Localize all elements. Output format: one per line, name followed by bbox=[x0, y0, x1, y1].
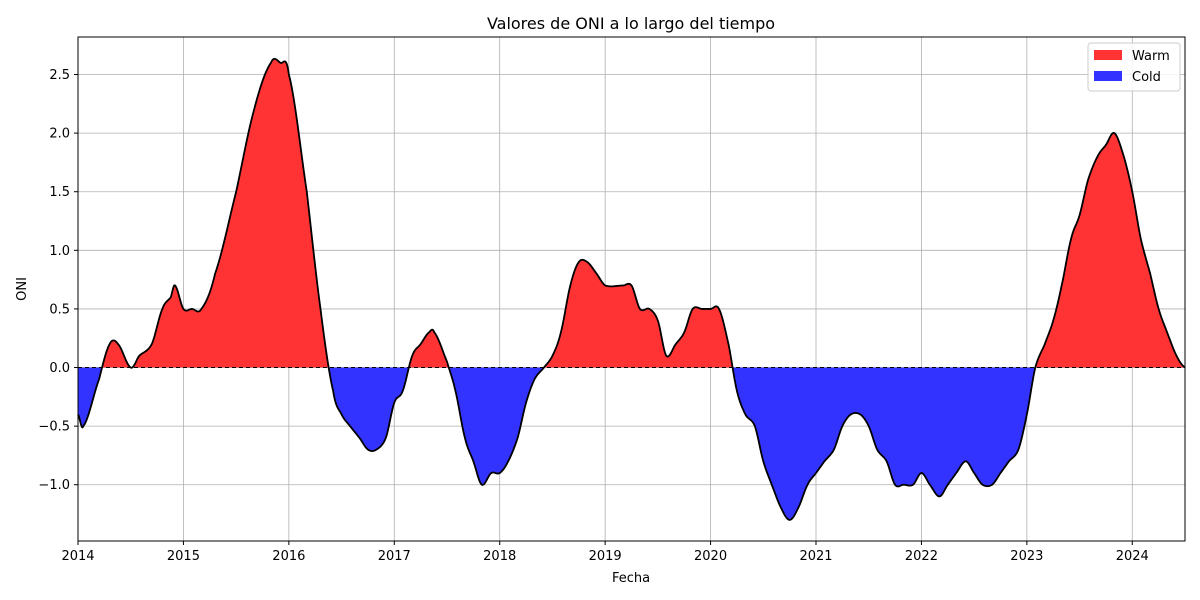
legend-swatch-warm bbox=[1094, 50, 1122, 60]
y-tick-label: 0.5 bbox=[49, 302, 70, 317]
cold-area bbox=[78, 367, 103, 428]
y-tick-label: 2.5 bbox=[49, 68, 70, 83]
y-axis-title: ONI bbox=[15, 277, 30, 301]
x-axis-title: Fecha bbox=[612, 571, 650, 586]
x-tick-label: 2021 bbox=[799, 549, 832, 564]
cold-area bbox=[732, 367, 1036, 520]
warm-area bbox=[132, 58, 329, 368]
legend-swatch-cold bbox=[1094, 71, 1122, 81]
x-tick-label: 2023 bbox=[1010, 549, 1043, 564]
x-tick-label: 2017 bbox=[378, 549, 411, 564]
legend-label-cold: Cold bbox=[1132, 70, 1161, 85]
x-tick-label: 2022 bbox=[905, 549, 938, 564]
chart-title: Valores de ONI a lo largo del tiempo bbox=[487, 14, 775, 33]
x-tick-label: 2015 bbox=[167, 549, 200, 564]
y-tick-label: 1.0 bbox=[49, 244, 70, 259]
warm-area bbox=[1035, 132, 1185, 368]
axes: 2014 2015 2016 2017 2018 2019 2020 2021 2022 2023… bbox=[38, 36, 1186, 564]
y-tick-label: 2.0 bbox=[49, 127, 70, 142]
x-tick-label: 2019 bbox=[589, 549, 622, 564]
cold-area bbox=[328, 367, 409, 452]
x-tick-label: 2020 bbox=[694, 549, 727, 564]
x-tick-label: 2018 bbox=[483, 549, 516, 564]
y-tick-label: 0.0 bbox=[49, 361, 70, 376]
y-tick-label: −0.5 bbox=[38, 420, 70, 435]
series-line-layer bbox=[77, 57, 1186, 521]
cold-area bbox=[448, 367, 544, 485]
legend: Warm Cold bbox=[1087, 42, 1181, 92]
x-tick-label: 2014 bbox=[61, 549, 94, 564]
warm-area bbox=[543, 259, 733, 368]
area-fills bbox=[78, 58, 1185, 520]
plot-frame bbox=[77, 36, 1186, 542]
x-tick-label: 2024 bbox=[1116, 549, 1149, 564]
warm-area bbox=[408, 329, 449, 368]
x-tick-label: 2016 bbox=[272, 549, 305, 564]
warm-area bbox=[102, 340, 131, 368]
legend-label-warm: Warm bbox=[1132, 49, 1170, 64]
oni-series-line bbox=[77, 57, 1186, 521]
y-tick-label: 1.5 bbox=[49, 185, 70, 200]
y-tick-label: −1.0 bbox=[38, 478, 70, 493]
